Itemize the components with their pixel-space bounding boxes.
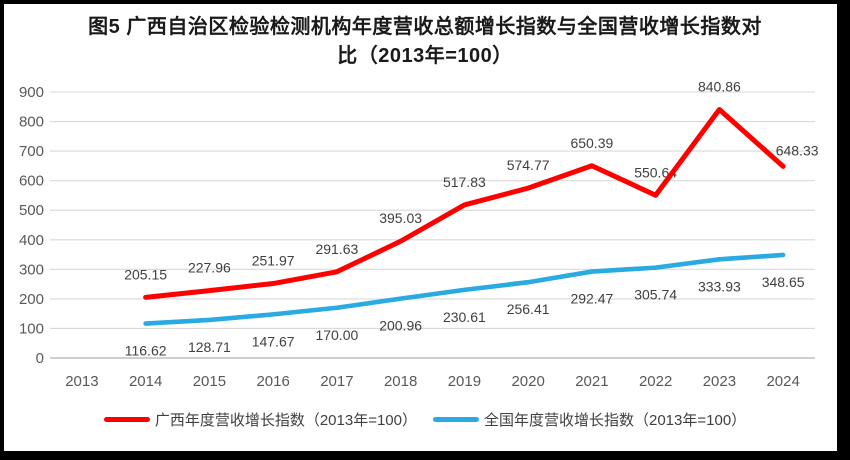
legend-label-guangxi: 广西年度营收增长指数（2013年=100） (154, 412, 417, 429)
y-tick-label: 600 (19, 173, 44, 190)
x-tick-label: 2024 (766, 373, 799, 390)
data-label: 305.74 (634, 287, 677, 303)
data-label: 256.41 (507, 301, 550, 317)
x-tick-label: 2020 (511, 373, 544, 390)
x-tick-label: 2022 (639, 373, 672, 390)
data-label: 292.47 (570, 291, 613, 307)
y-tick-label: 300 (19, 261, 44, 278)
data-label: 550.64 (634, 164, 677, 180)
y-tick-label: 700 (19, 143, 44, 160)
data-label: 147.67 (252, 333, 295, 349)
y-tick-label: 0 (36, 350, 44, 367)
data-label: 291.63 (315, 241, 358, 257)
y-tick-label: 200 (19, 291, 44, 308)
data-label: 116.62 (125, 343, 167, 359)
x-tick-label: 2015 (193, 373, 226, 390)
y-tick-label: 400 (19, 232, 44, 249)
x-tick-label: 2013 (65, 373, 98, 390)
data-label: 227.96 (188, 260, 231, 276)
y-tick-label: 100 (19, 320, 44, 337)
y-tick-label: 500 (19, 202, 44, 219)
y-tick-label: 900 (19, 84, 44, 101)
data-label: 650.39 (570, 135, 613, 151)
guangxi-index-line (143, 106, 786, 300)
x-tick-label: 2017 (320, 373, 353, 390)
data-label: 200.96 (379, 318, 422, 334)
legend-item-guangxi: 广西年度营收增长指数（2013年=100） (103, 409, 417, 430)
data-label: 230.61 (443, 309, 486, 325)
chart-title: 图5 广西自治区检验检测机构年度营收总额增长指数与全国营收增长指数对 比（201… (88, 16, 762, 67)
national-index-line (143, 252, 786, 326)
data-label: 251.97 (252, 253, 295, 269)
x-tick-label: 2016 (256, 373, 289, 390)
data-label: 648.33 (776, 142, 819, 158)
data-label: 333.93 (698, 278, 741, 294)
guangxi-line-swatch-icon (103, 417, 150, 422)
chart-legend: 广西年度营收增长指数（2013年=100） 全国年度营收增长指数（2013年=1… (0, 409, 850, 430)
national-line-swatch-icon (433, 417, 479, 422)
data-label: 517.83 (443, 174, 486, 190)
data-label: 128.71 (188, 339, 231, 355)
data-label: 395.03 (379, 210, 422, 226)
legend-label-national: 全国年度营收增长指数（2013年=100） (484, 412, 747, 429)
x-tick-label: 2014 (129, 373, 162, 390)
data-label: 840.86 (698, 78, 741, 94)
y-tick-label: 800 (19, 114, 44, 131)
data-label: 348.65 (762, 274, 805, 290)
data-label: 205.15 (124, 266, 167, 282)
data-label: 170.00 (315, 327, 358, 343)
x-tick-label: 2018 (384, 373, 417, 390)
x-tick-label: 2021 (575, 373, 608, 390)
x-tick-label: 2023 (703, 373, 736, 390)
data-label: 574.77 (507, 157, 550, 173)
x-tick-label: 2019 (448, 373, 481, 390)
legend-item-national: 全国年度营收增长指数（2013年=100） (433, 409, 746, 430)
